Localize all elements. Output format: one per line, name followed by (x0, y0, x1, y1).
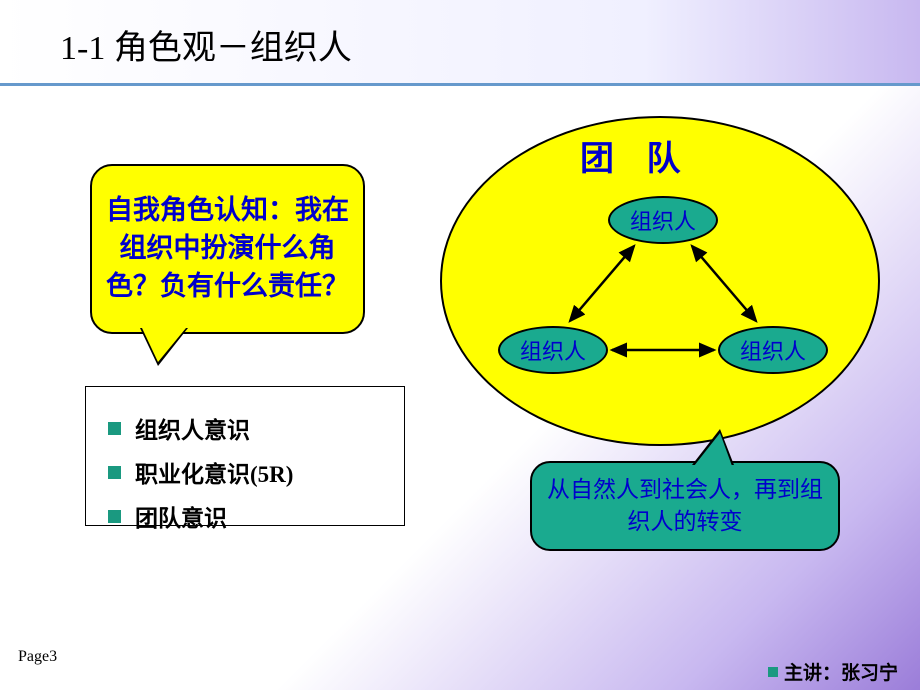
list-item-label: 职业化意识(5R) (135, 455, 293, 489)
list-item-label: 团队意识 (135, 499, 227, 533)
node-left: 组织人 (498, 326, 608, 374)
bullet-icon (108, 466, 121, 479)
list-item: 职业化意识(5R) (108, 455, 382, 489)
speech-bubble: 自我角色认知：我在组织中扮演什么角色？负有什么责任？ (90, 164, 365, 334)
bullet-icon (108, 510, 121, 523)
list-item: 团队意识 (108, 499, 382, 533)
speech-bubble-text: 自我角色认知：我在组织中扮演什么角色？负有什么责任？ (106, 192, 349, 305)
page-number: Page3 (18, 648, 57, 666)
lecturer-label: 主讲： 张习宁 (768, 658, 898, 685)
node-right: 组织人 (718, 326, 828, 374)
content-area: 自我角色认知：我在组织中扮演什么角色？负有什么责任？ 组织人意识 职业化意识(5… (0, 86, 920, 646)
bottom-callout: 从自然人到社会人，再到组织人的转变 (530, 461, 840, 551)
lecturer-name: 张习宁 (841, 658, 898, 685)
title-bar: 1-1 角色观－组织人 (0, 0, 920, 86)
team-label: 团 队 (580, 131, 693, 180)
slide-title: 1-1 角色观－组织人 (60, 20, 920, 69)
list-item: 组织人意识 (108, 411, 382, 445)
bottom-callout-text: 从自然人到社会人，再到组织人的转变 (544, 474, 826, 538)
lecturer-prefix: 主讲： (784, 658, 841, 685)
list-item-label: 组织人意识 (135, 411, 250, 445)
list-box: 组织人意识 职业化意识(5R) 团队意识 (85, 386, 405, 526)
bullet-icon (768, 667, 778, 677)
bullet-icon (108, 422, 121, 435)
node-top: 组织人 (608, 196, 718, 244)
